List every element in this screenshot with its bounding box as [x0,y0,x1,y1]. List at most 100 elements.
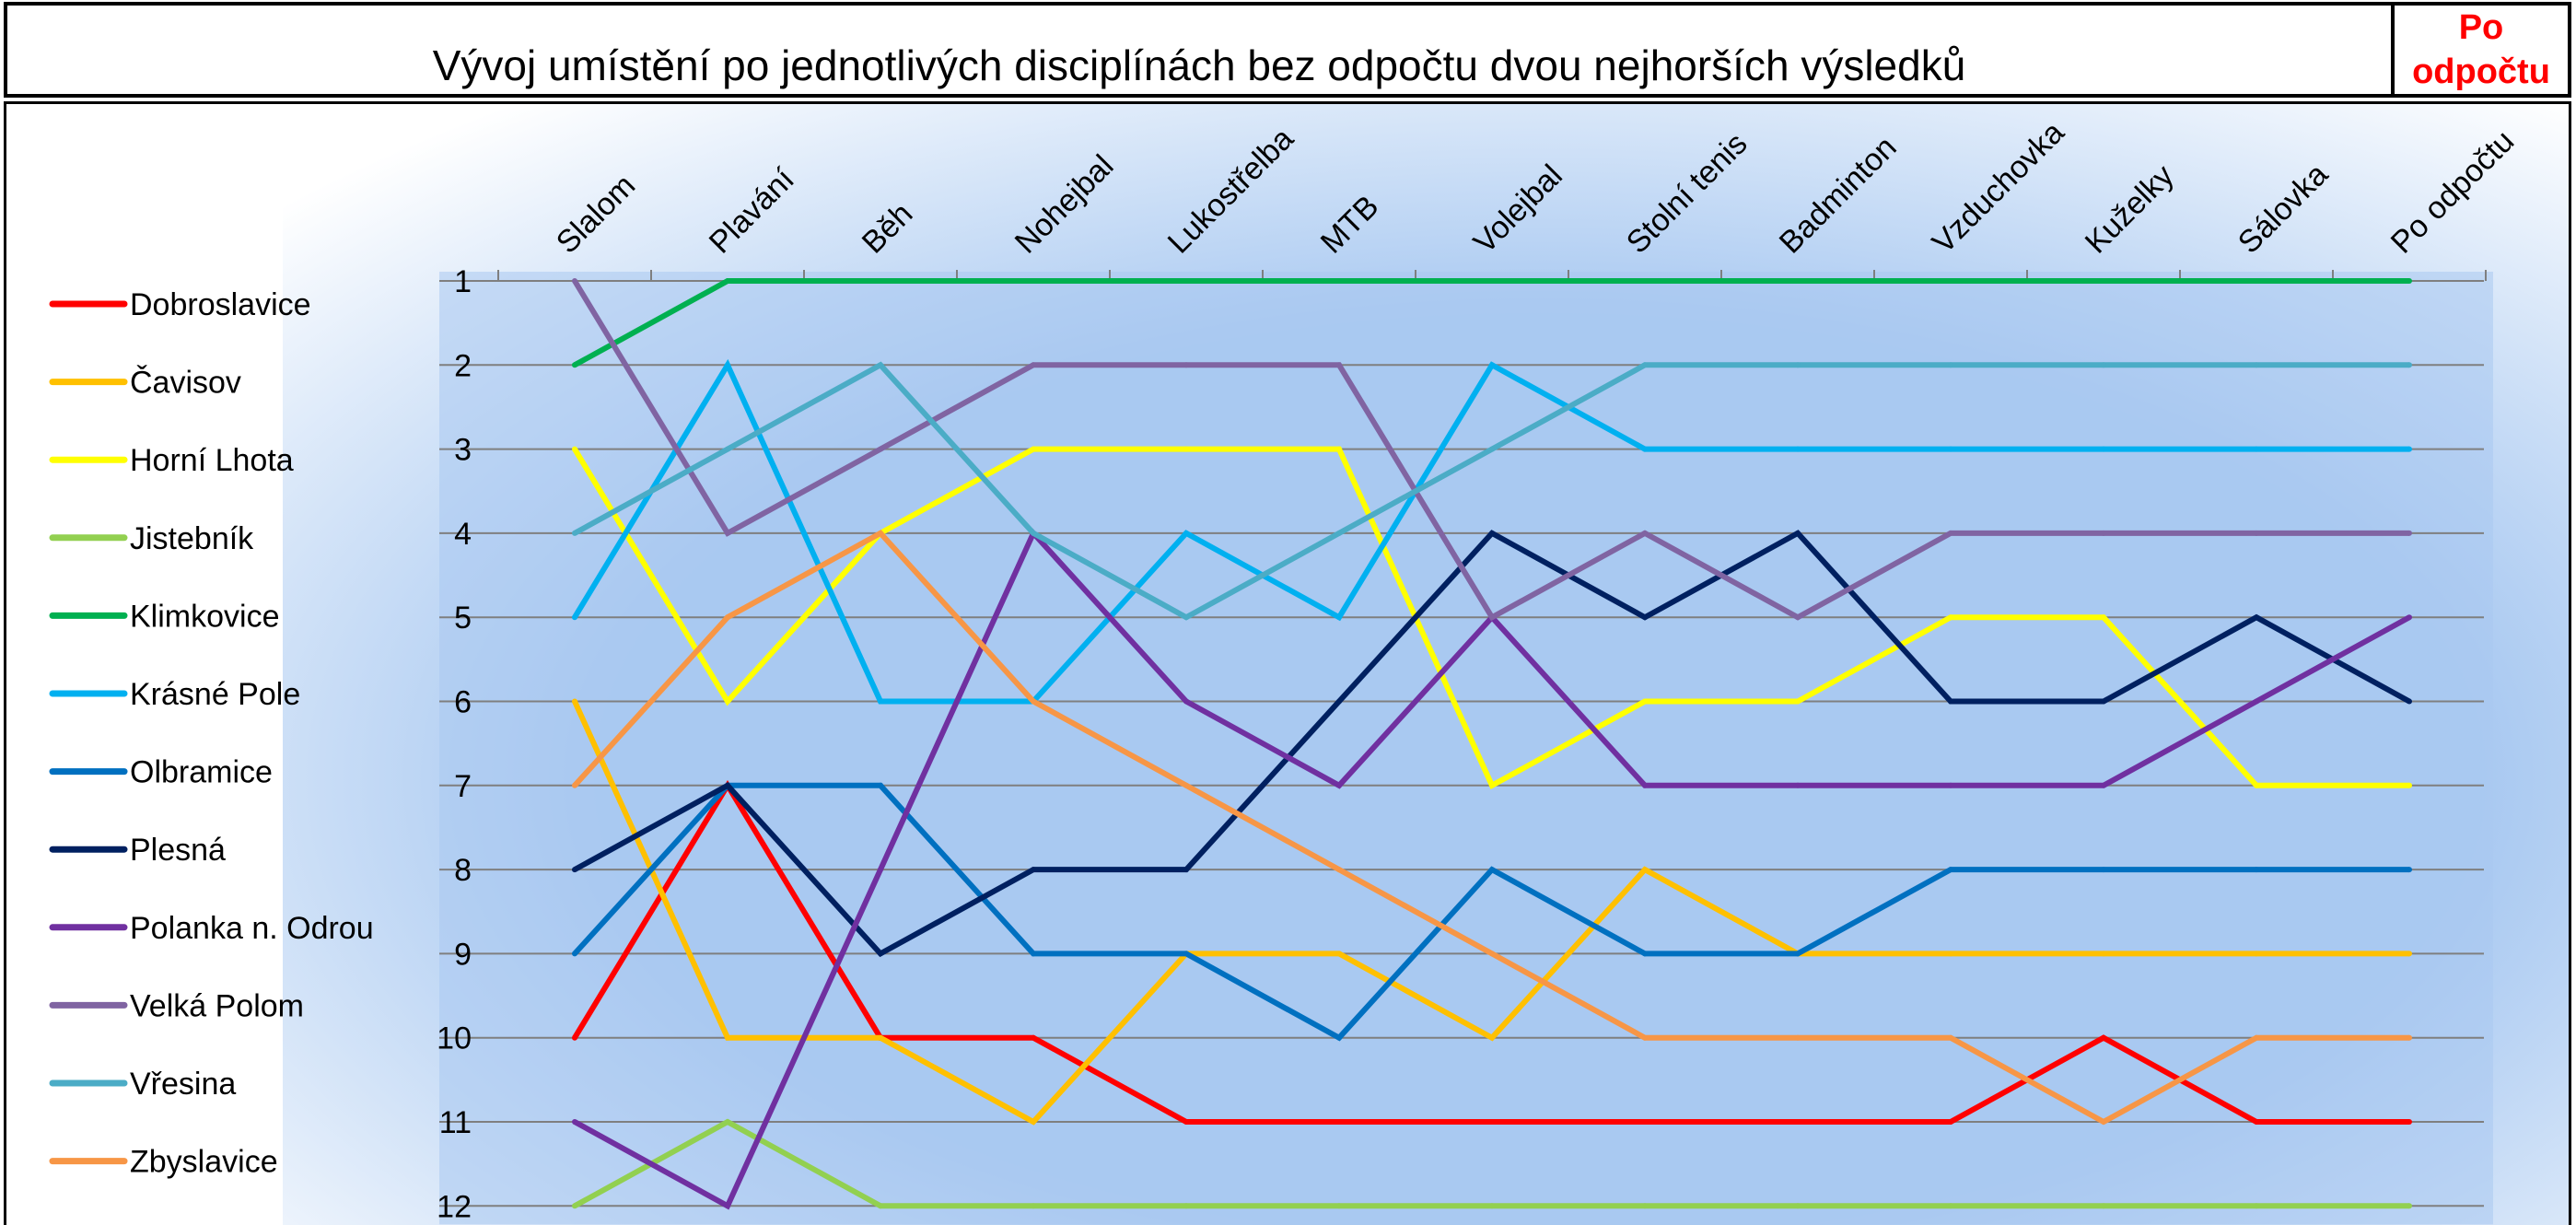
data-point-krasne-pole-volejbal [1489,362,1495,368]
data-point-horni-lhota-slalom [572,446,577,452]
data-point-vresina-salovka [2254,362,2259,368]
data-point-zbyslavice-vzduchovka [1948,1034,1953,1041]
legend-label-vresina: Vřesina [130,1067,236,1102]
data-point-olbramice-kuzelky [2101,867,2106,873]
data-point-klimkovice-volejbal [1489,278,1495,284]
data-point-zbyslavice-mtb [1336,867,1342,873]
data-point-plesna-mtb [1336,698,1342,705]
data-point-jistebnik-lukostrelba [1183,1203,1189,1209]
after-deduction-label: Po odpočtu [2395,6,2568,94]
data-point-vresina-nohejbal [1031,530,1036,536]
data-point-klimkovice-badminton [1795,278,1801,284]
data-point-horni-lhota-lukostrelba [1183,446,1189,452]
series-krasne-pole [572,358,2412,705]
data-point-cavisov-beh [878,1034,883,1041]
data-point-cavisov-stolni-tenis [1642,867,1648,873]
data-point-olbramice-volejbal [1489,867,1495,873]
data-point-dobroslavice-salovka [2254,1119,2259,1125]
legend-label-polanka-n-odrou: Polanka n. Odrou [130,911,374,946]
data-point-krasne-pole-salovka [2254,446,2259,452]
data-point-dobroslavice-vzduchovka [1948,1119,1953,1125]
data-point-klimkovice-slalom [572,362,577,368]
data-point-dobroslavice-stolni-tenis [1642,1119,1648,1125]
data-point-cavisov-kuzelky [2101,951,2106,957]
data-point-plesna-plavani [725,782,730,788]
data-point-velka-polom-po-odpoctu [2407,530,2412,536]
data-point-olbramice-badminton [1795,951,1801,957]
data-point-jistebnik-volejbal [1489,1203,1495,1209]
data-point-polanka-n-odrou-beh [878,867,883,873]
data-point-velka-polom-stolni-tenis [1642,530,1648,536]
data-point-klimkovice-po-odpoctu [2407,278,2412,284]
y-tick-label-11: 11 [439,1105,472,1140]
data-point-vresina-plavani [725,446,730,452]
data-point-polanka-n-odrou-po-odpoctu [2407,614,2412,621]
data-point-cavisov-vzduchovka [1948,951,1953,957]
data-point-cavisov-po-odpoctu [2407,951,2412,957]
y-tick-label-7: 7 [454,769,472,804]
data-point-horni-lhota-volejbal [1489,782,1495,788]
data-point-zbyslavice-nohejbal [1031,698,1036,705]
data-point-vresina-badminton [1795,362,1801,368]
data-point-klimkovice-beh [878,278,883,284]
data-point-vresina-stolni-tenis [1642,362,1648,368]
data-point-zbyslavice-stolni-tenis [1642,1034,1648,1041]
line-chart: Slalom Plavání Běh Nohejbal Lukostřelba MTB Vo… [6,104,2569,1225]
data-point-olbramice-salovka [2254,867,2259,873]
y-tick-label-1: 1 [454,264,472,299]
y-tick-label-3: 3 [454,433,472,468]
data-point-vresina-mtb [1336,530,1342,536]
data-point-krasne-pole-beh [878,698,883,705]
data-point-olbramice-vzduchovka [1948,867,1953,873]
data-point-polanka-n-odrou-plavani [725,1203,730,1209]
data-point-zbyslavice-beh [878,530,883,536]
data-point-dobroslavice-nohejbal [1031,1034,1036,1041]
data-point-velka-polom-salovka [2254,530,2259,536]
data-point-velka-polom-plavani [725,530,730,536]
data-point-cavisov-mtb [1336,951,1342,957]
data-point-olbramice-beh [878,782,883,788]
data-point-jistebnik-slalom [572,1203,577,1209]
data-point-cavisov-nohejbal [1031,1119,1036,1125]
data-point-olbramice-nohejbal [1031,951,1036,957]
data-point-krasne-pole-po-odpoctu [2407,446,2412,452]
data-point-vresina-volejbal [1489,446,1495,452]
data-point-polanka-n-odrou-badminton [1795,782,1801,788]
after-deduction-label-line2: odpočtu [2412,52,2550,91]
data-point-vresina-vzduchovka [1948,362,1953,368]
data-point-vresina-beh [878,362,883,368]
data-point-velka-polom-vzduchovka [1948,530,1953,536]
data-point-zbyslavice-plavani [725,614,730,621]
series-plesna [572,530,2412,958]
y-tick-label-9: 9 [454,937,472,972]
y-tick-label-8: 8 [454,853,472,888]
data-point-velka-polom-mtb [1336,362,1342,368]
data-point-velka-polom-slalom [572,278,577,284]
data-point-velka-polom-kuzelky [2101,530,2106,536]
data-point-plesna-salovka [2254,614,2259,621]
legend-label-plesna: Plesná [130,833,226,868]
data-point-krasne-pole-slalom [572,614,577,621]
data-point-dobroslavice-slalom [572,1034,577,1041]
data-point-plesna-slalom [572,867,577,873]
data-point-zbyslavice-slalom [572,782,577,788]
series-velka-polom [572,278,2412,622]
data-point-horni-lhota-nohejbal [1031,446,1036,452]
legend-label-cavisov: Čavisov [130,366,241,401]
series-jistebnik [572,1118,2412,1209]
legend-label-jistebnik: Jistebník [130,521,254,556]
data-point-cavisov-volejbal [1489,1034,1495,1041]
chart-title-bar: Vývoj umístění po jednotlivých disciplín… [4,2,2571,98]
data-point-dobroslavice-kuzelky [2101,1034,2106,1041]
data-point-horni-lhota-vzduchovka [1948,614,1953,621]
data-point-zbyslavice-kuzelky [2101,1119,2106,1125]
data-point-dobroslavice-badminton [1795,1119,1801,1125]
data-point-olbramice-mtb [1336,1034,1342,1041]
data-point-klimkovice-salovka [2254,278,2259,284]
data-point-velka-polom-nohejbal [1031,362,1036,368]
legend-label-velka-polom: Velká Polom [130,988,304,1023]
data-point-dobroslavice-mtb [1336,1119,1342,1125]
data-point-jistebnik-nohejbal [1031,1203,1036,1209]
data-point-cavisov-slalom [572,698,577,705]
data-point-plesna-volejbal [1489,530,1495,536]
